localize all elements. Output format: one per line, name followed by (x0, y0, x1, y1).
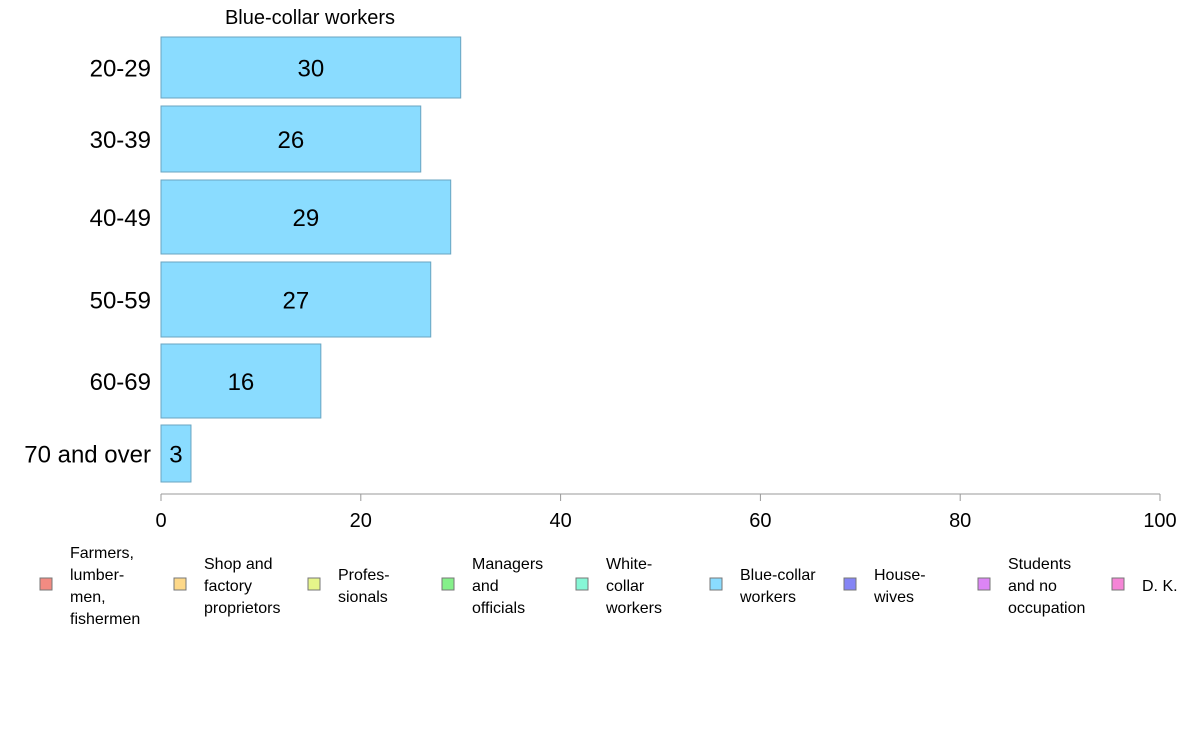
legend-label: fishermen (70, 611, 140, 628)
x-tick-label: 0 (155, 510, 166, 532)
legend-label: Blue-collar (740, 567, 816, 584)
category-label: 60-69 (90, 369, 151, 396)
data-label: 30 (297, 56, 324, 83)
legend-swatch (843, 577, 857, 591)
legend-item: D. K. (1111, 577, 1178, 595)
legend-swatch (1111, 577, 1125, 591)
legend-item: Managers and officials (441, 556, 543, 617)
bar-20-29 (160, 36, 462, 99)
legend-label: men, (70, 589, 106, 606)
legend-label: Students (1008, 556, 1071, 573)
legend-label: workers (739, 589, 796, 606)
legend-item: House-wives (843, 567, 926, 606)
legend-swatch (575, 577, 589, 591)
legend-swatch (977, 577, 991, 591)
category-label: 70 and over (24, 442, 151, 469)
category-label: 50-59 (90, 288, 151, 315)
x-tick-label: 80 (949, 510, 971, 532)
legend-label: Farmers, (70, 545, 134, 562)
legend-swatch (173, 577, 187, 591)
legend-label: collar (606, 578, 645, 595)
bar-group: 30 20-29 26 30-39 29 40-49 27 50-59 16 60-69 3 70 a… (24, 36, 462, 483)
legend-label: occupation (1008, 600, 1085, 617)
category-label: 40-49 (90, 205, 151, 232)
legend-label: sionals (338, 589, 388, 606)
data-label: 29 (293, 205, 320, 232)
chart-title: Blue-collar workers (225, 7, 395, 29)
legend-item: Shop and factory proprietors (173, 556, 280, 617)
legend-label: D. K. (1142, 578, 1178, 595)
legend: Farmers, lumber-men, fishermen Shop and fact… (39, 545, 1178, 628)
legend-item: Students and no occupation (977, 556, 1085, 617)
bar-60-69 (160, 343, 322, 419)
legend-label: Shop and (204, 556, 273, 573)
x-tick-label: 60 (749, 510, 771, 532)
legend-label: Profes- (338, 567, 390, 584)
x-tick-label: 20 (350, 510, 372, 532)
bar-50-59 (160, 261, 432, 338)
data-label: 16 (228, 369, 255, 396)
legend-swatch (441, 577, 455, 591)
legend-label: Managers (472, 556, 543, 573)
legend-label: and no (1008, 578, 1057, 595)
data-label: 3 (169, 442, 182, 469)
legend-swatch (307, 577, 321, 591)
legend-label: officials (472, 600, 525, 617)
legend-label: factory (204, 578, 252, 595)
legend-label: lumber- (70, 567, 124, 584)
legend-swatch (39, 577, 53, 591)
legend-label: workers (605, 600, 662, 617)
x-axis: 0 20 40 60 80 100 (155, 493, 1177, 532)
category-label: 30-39 (90, 127, 151, 154)
legend-item: Blue-collar workers (709, 567, 816, 606)
category-label: 20-29 (90, 56, 151, 83)
x-tick-label: 40 (549, 510, 571, 532)
x-tick-label: 100 (1143, 510, 1176, 532)
legend-item: Farmers, lumber-men, fishermen (39, 545, 140, 628)
bar-70-and-over (160, 424, 192, 483)
bar-40-49 (160, 179, 452, 255)
legend-label: proprietors (204, 600, 280, 617)
data-label: 26 (278, 127, 305, 154)
bar-30-39 (160, 105, 422, 173)
legend-label: and (472, 578, 499, 595)
legend-label: wives (873, 589, 914, 606)
data-label: 27 (283, 288, 310, 315)
legend-label: House- (874, 567, 926, 584)
legend-label: White- (606, 556, 652, 573)
legend-item: White-collar workers (575, 556, 662, 617)
legend-item: Profes-sionals (307, 567, 390, 606)
legend-swatch (709, 577, 723, 591)
